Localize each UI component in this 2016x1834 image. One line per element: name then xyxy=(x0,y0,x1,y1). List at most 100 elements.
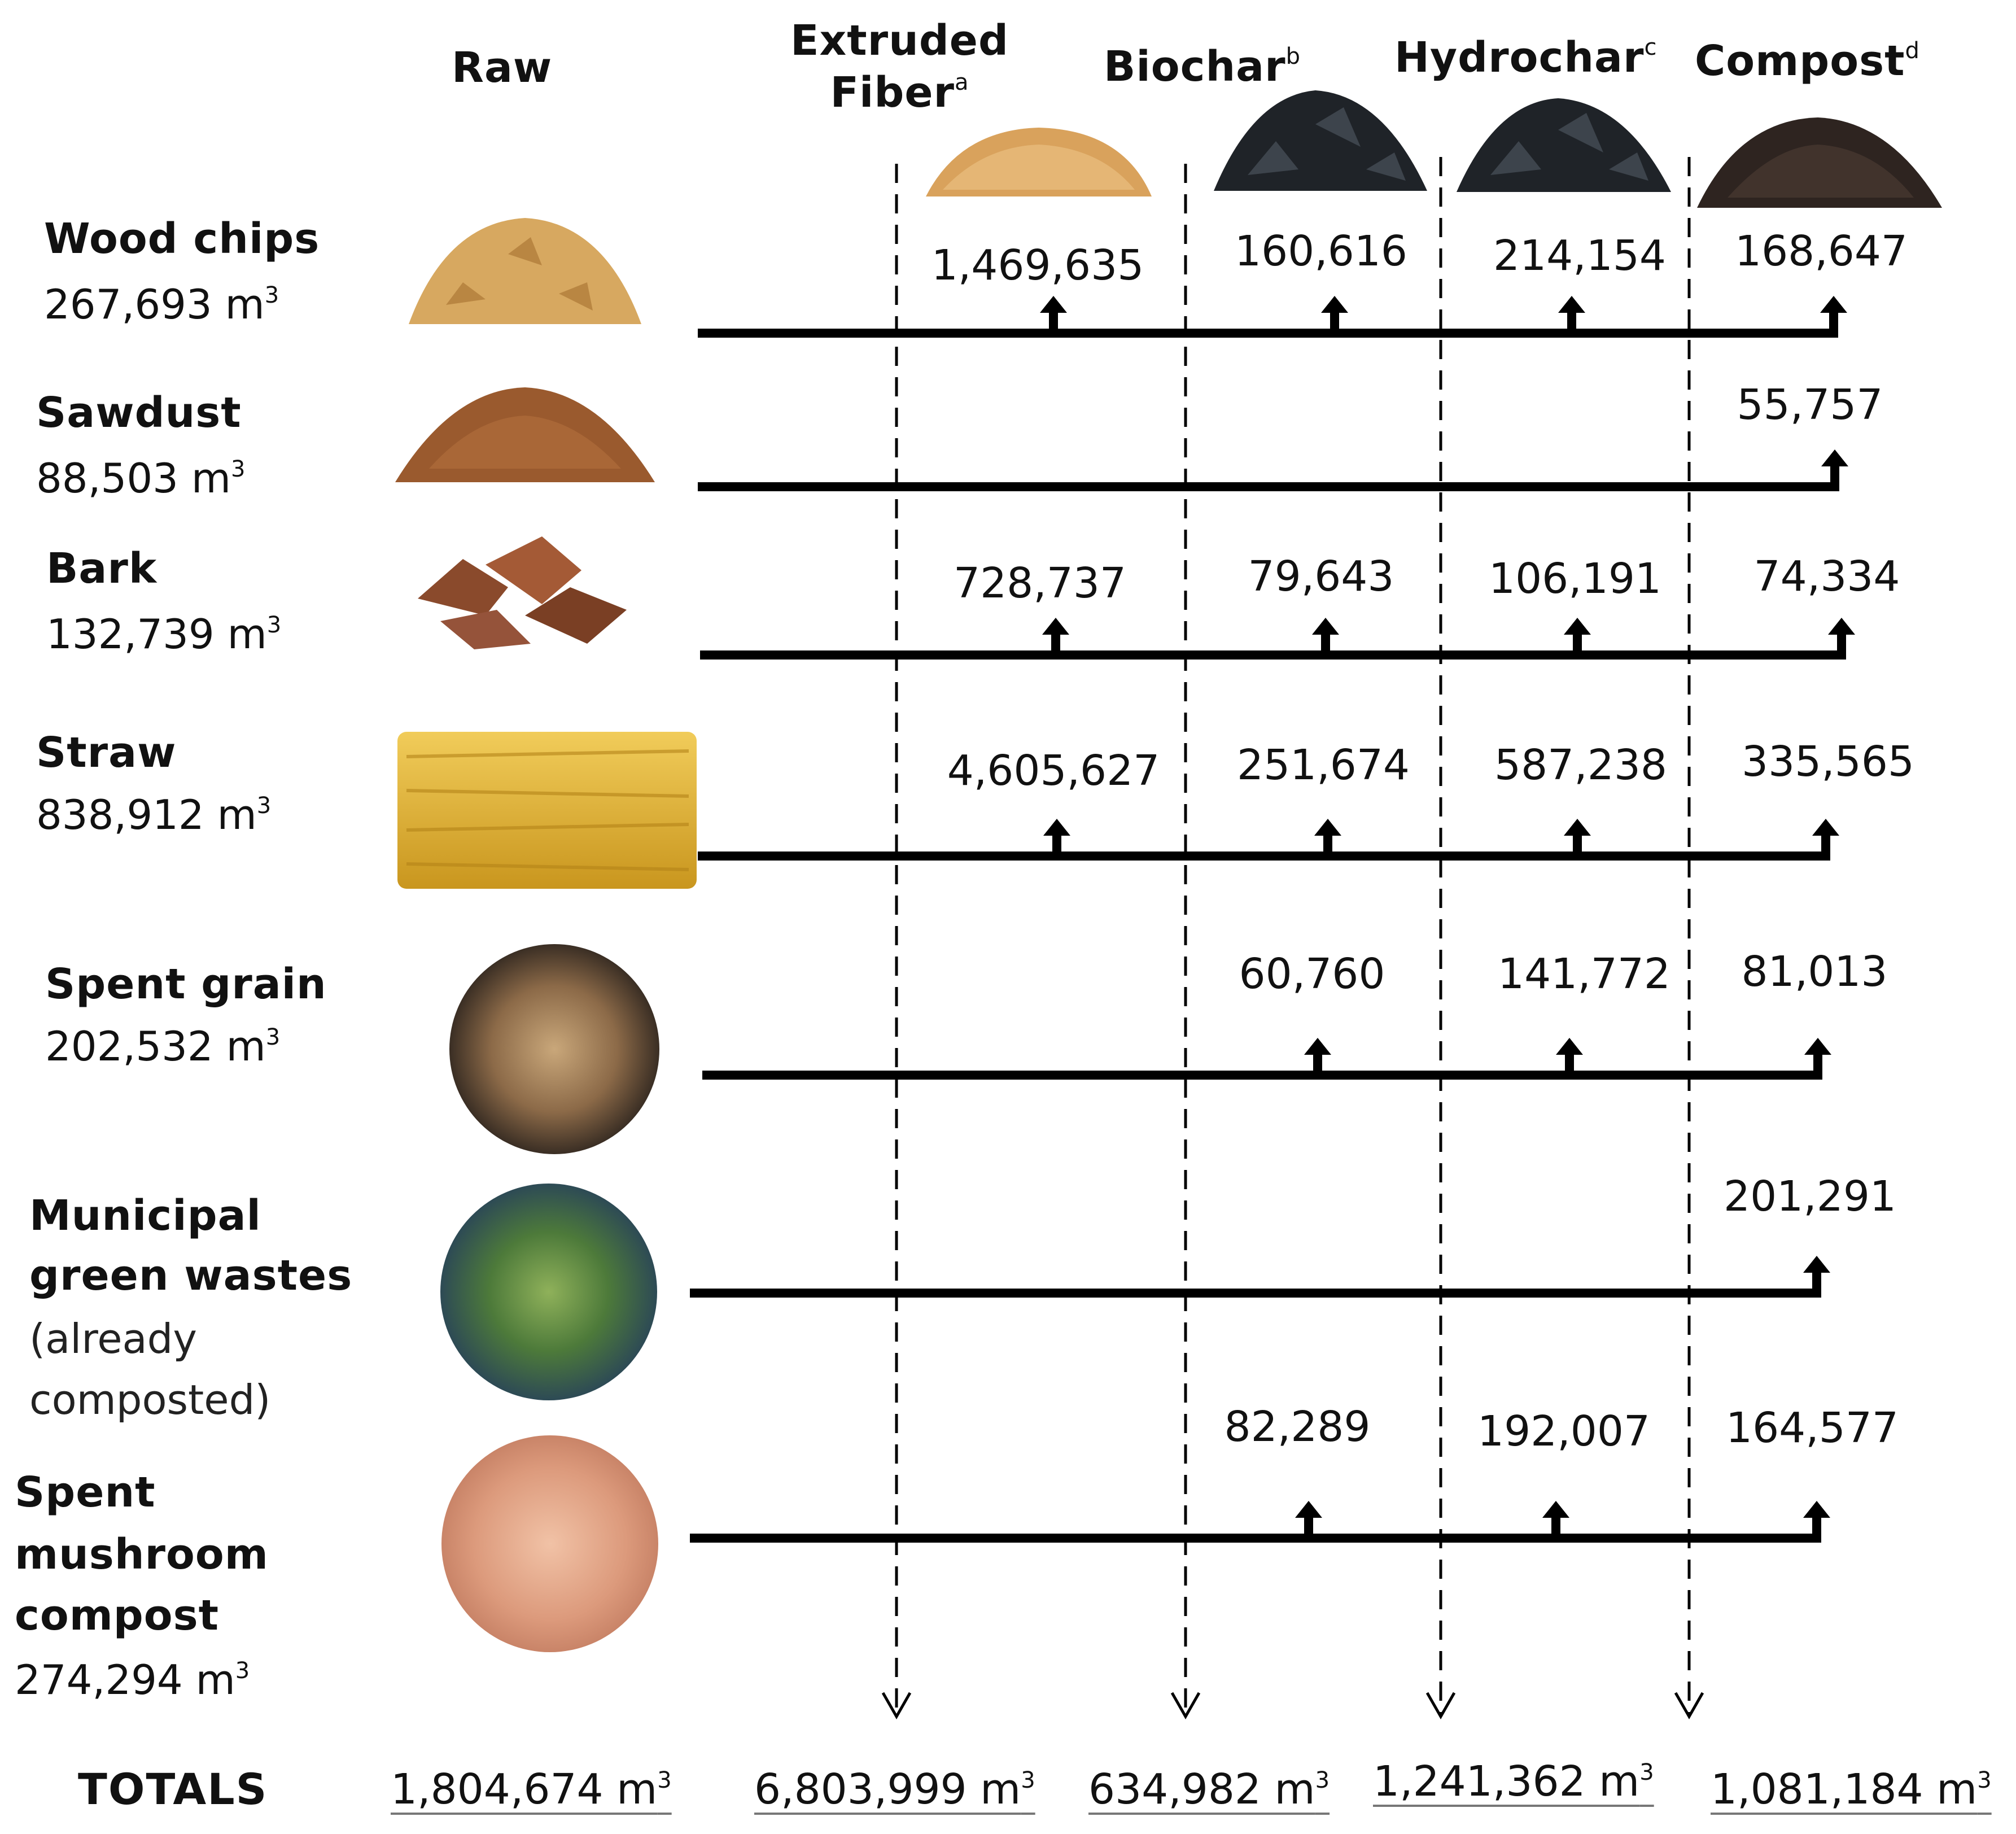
flow-arrowhead-hydrochar xyxy=(1542,1501,1569,1518)
flow-arrowhead-hydrochar xyxy=(1564,618,1591,635)
source-note-municipal-line2: composted) xyxy=(29,1376,271,1423)
flow-arrow-stem-compost xyxy=(1812,1516,1821,1538)
source-volume-wood-chips: 267,693 m3 xyxy=(44,281,279,328)
spent-grain-image xyxy=(449,944,659,1154)
value-label-compost: 168,647 xyxy=(1735,227,1908,276)
source-name-straw: Straw xyxy=(36,728,177,777)
flow-arrow-stem-biochar xyxy=(1304,1516,1313,1538)
green-waste-image xyxy=(440,1184,657,1400)
source-name-wood-chips: Wood chips xyxy=(44,215,320,263)
flow-arrow-stem-biochar xyxy=(1321,632,1330,655)
flow-arrow-stem-extruded xyxy=(1049,311,1058,333)
flow-arrow-stem-compost xyxy=(1812,1270,1821,1293)
column-arrowhead-compost xyxy=(1674,1692,1704,1720)
flow-arrow-stem-hydrochar xyxy=(1573,632,1582,655)
hydrochar-image xyxy=(1457,98,1671,192)
extruded-fiber-image xyxy=(926,128,1152,197)
source-name-municipal-line2: green wastes xyxy=(29,1251,353,1300)
straw-bale-image xyxy=(397,732,697,889)
flow-arrow-stem-hydrochar xyxy=(1551,1516,1560,1538)
value-label-compost: 81,013 xyxy=(1742,947,1888,996)
source-volume-mushroom: 274,294 m3 xyxy=(15,1656,250,1704)
column-arrowhead-hydrochar xyxy=(1425,1692,1456,1720)
value-label-compost: 335,565 xyxy=(1742,737,1914,786)
source-note-municipal-line1: (already xyxy=(29,1315,197,1363)
value-label-hydrochar: 106,191 xyxy=(1489,554,1661,603)
flow-arrowhead-compost xyxy=(1812,819,1839,836)
sawdust-image xyxy=(395,387,655,482)
source-name-sawdust: Sawdust xyxy=(36,388,242,437)
total-compost: 1,081,184 m3 xyxy=(1711,1765,1992,1814)
flow-arrow-stem-compost xyxy=(1837,632,1846,655)
flow-arrowhead-biochar xyxy=(1321,296,1348,313)
value-label-biochar: 82,289 xyxy=(1225,1403,1371,1451)
flow-arrowhead-compost xyxy=(1804,1038,1831,1055)
value-label-compost: 201,291 xyxy=(1724,1172,1896,1221)
value-label-compost: 164,577 xyxy=(1726,1404,1899,1452)
value-label-compost: 74,334 xyxy=(1754,552,1900,601)
source-name-bark: Bark xyxy=(46,544,158,593)
flow-arrowhead-extruded xyxy=(1042,618,1069,635)
flow-arrow-stem-hydrochar xyxy=(1565,1053,1574,1075)
flow-arrowhead-compost xyxy=(1803,1256,1830,1273)
value-label-biochar: 160,616 xyxy=(1235,227,1407,276)
header-biochar: Biocharb xyxy=(1104,42,1301,91)
value-label-hydrochar: 214,154 xyxy=(1493,232,1666,280)
header-extruded-line2: Fibera xyxy=(830,68,969,117)
flow-arrow-stem-compost xyxy=(1829,311,1838,333)
flow-arrow-stem-biochar xyxy=(1330,311,1339,333)
flow-arrow-stem-compost xyxy=(1830,464,1839,487)
value-label-biochar: 251,674 xyxy=(1237,741,1410,789)
flow-arrowhead-hydrochar xyxy=(1558,296,1585,313)
source-volume-bark: 132,739 m3 xyxy=(46,610,282,658)
compost-image xyxy=(1697,117,1942,208)
value-label-biochar: 60,760 xyxy=(1239,950,1385,998)
source-volume-sawdust: 88,503 m3 xyxy=(36,455,246,502)
header-raw: Raw xyxy=(452,43,553,92)
column-arrowhead-biochar xyxy=(1170,1692,1201,1720)
flow-arrowhead-hydrochar xyxy=(1556,1038,1583,1055)
total-biochar: 634,982 m3 xyxy=(1088,1765,1330,1814)
flow-arrowhead-biochar xyxy=(1312,618,1339,635)
flow-arrow-stem-hydrochar xyxy=(1567,311,1576,333)
biochar-image xyxy=(1214,90,1427,191)
value-label-hydrochar: 587,238 xyxy=(1494,741,1667,789)
header-hydrochar: Hydrocharc xyxy=(1394,33,1658,82)
flow-arrowhead-extruded xyxy=(1040,296,1067,313)
value-label-hydrochar: 141,772 xyxy=(1498,950,1670,998)
header-extruded-line1: Extruded xyxy=(790,16,1009,65)
column-arrowhead-extruded xyxy=(881,1692,912,1720)
bark-image xyxy=(418,536,627,649)
value-label-extruded: 1,469,635 xyxy=(932,241,1144,290)
mushroom-compost-image xyxy=(441,1435,658,1652)
value-label-extruded: 4,605,627 xyxy=(947,746,1160,795)
source-volume-straw: 838,912 m3 xyxy=(36,791,272,839)
total-hydrochar: 1,241,362 m3 xyxy=(1373,1757,1654,1806)
flow-arrow-stem-extruded xyxy=(1051,632,1060,655)
flow-arrow-stem-extruded xyxy=(1052,833,1061,856)
flow-arrow-stem-biochar xyxy=(1323,833,1332,856)
header-extruded-fiber: Extruded Fibera xyxy=(790,15,1009,119)
source-name-mushroom-line2: mushroom xyxy=(15,1530,269,1579)
flow-arrowhead-extruded xyxy=(1043,819,1070,836)
totals-label: TOTALS xyxy=(78,1764,268,1814)
source-name-municipal-line1: Municipal xyxy=(29,1191,261,1240)
flow-arrowhead-biochar xyxy=(1304,1038,1331,1055)
value-label-extruded: 728,737 xyxy=(954,559,1126,608)
flow-arrowhead-compost xyxy=(1820,296,1847,313)
flow-arrowhead-biochar xyxy=(1295,1501,1322,1518)
flow-arrow-stem-hydrochar xyxy=(1573,833,1582,856)
source-name-spent-grain: Spent grain xyxy=(45,960,327,1008)
value-label-hydrochar: 192,007 xyxy=(1477,1407,1650,1456)
total-extruded-fiber: 6,803,999 m3 xyxy=(754,1765,1035,1814)
flow-arrowhead-compost xyxy=(1821,449,1848,466)
value-label-biochar: 79,643 xyxy=(1248,552,1394,601)
source-name-mushroom-line3: compost xyxy=(15,1591,220,1640)
total-raw: 1,804,674 m3 xyxy=(391,1765,672,1814)
flow-arrow-stem-compost xyxy=(1821,833,1830,856)
flow-arrow-stem-biochar xyxy=(1313,1053,1322,1075)
flow-arrowhead-biochar xyxy=(1314,819,1341,836)
flow-arrowhead-hydrochar xyxy=(1564,819,1591,836)
